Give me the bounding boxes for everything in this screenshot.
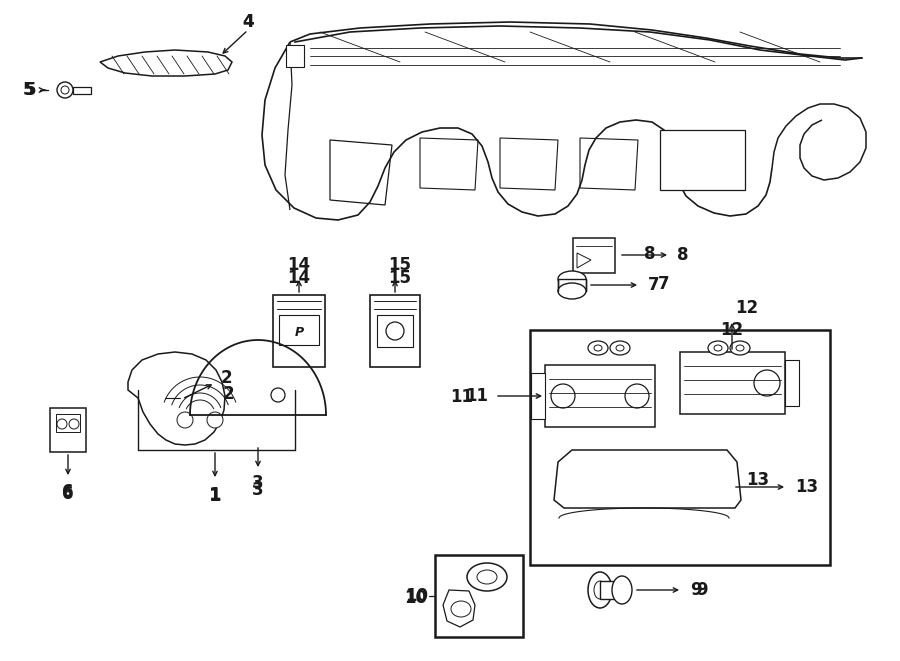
Text: 8: 8 (677, 246, 688, 264)
Text: 14: 14 (287, 269, 310, 287)
Text: 12: 12 (720, 321, 743, 339)
Text: 3: 3 (252, 481, 264, 499)
Ellipse shape (736, 345, 744, 351)
Text: 4: 4 (242, 13, 254, 31)
Bar (377, 315, 413, 347)
Bar (50, 408, 86, 452)
Ellipse shape (451, 601, 471, 617)
Ellipse shape (616, 345, 624, 351)
Bar (785, 360, 799, 406)
Ellipse shape (730, 341, 750, 355)
Bar (286, 45, 304, 67)
Bar (600, 581, 622, 599)
Text: 12: 12 (735, 299, 759, 317)
Text: 5: 5 (22, 81, 34, 99)
Circle shape (207, 412, 223, 428)
Text: 9: 9 (697, 581, 707, 599)
Circle shape (386, 322, 404, 340)
Ellipse shape (477, 570, 497, 584)
Bar (680, 352, 785, 414)
Bar (660, 130, 745, 190)
Bar (186, 394, 202, 402)
Bar (558, 279, 586, 291)
Text: 7: 7 (658, 275, 670, 293)
Ellipse shape (588, 572, 612, 608)
Text: P: P (294, 327, 303, 340)
Ellipse shape (714, 345, 722, 351)
Bar (435, 555, 523, 637)
Circle shape (69, 419, 79, 429)
Bar (370, 295, 420, 367)
Text: 1: 1 (209, 486, 221, 504)
Polygon shape (128, 352, 225, 445)
Bar (73, 87, 91, 94)
Bar (545, 365, 655, 427)
Circle shape (271, 388, 285, 402)
Polygon shape (554, 450, 741, 508)
Polygon shape (100, 50, 232, 76)
Circle shape (177, 412, 193, 428)
Ellipse shape (558, 271, 586, 287)
Ellipse shape (610, 341, 630, 355)
Bar (273, 295, 325, 367)
Ellipse shape (588, 341, 608, 355)
Polygon shape (443, 590, 475, 627)
Text: 8: 8 (644, 245, 656, 263)
Ellipse shape (612, 576, 632, 604)
Text: 10: 10 (404, 589, 428, 607)
Text: 6: 6 (62, 485, 74, 503)
Circle shape (551, 384, 575, 408)
Ellipse shape (467, 563, 507, 591)
Circle shape (754, 370, 780, 396)
Circle shape (57, 419, 67, 429)
Ellipse shape (594, 345, 602, 351)
Ellipse shape (594, 581, 606, 599)
Text: 3: 3 (252, 474, 264, 492)
Text: 1: 1 (209, 487, 221, 505)
Text: 15: 15 (389, 256, 411, 274)
Bar (56, 414, 80, 432)
Circle shape (57, 82, 73, 98)
Text: 4: 4 (242, 13, 254, 31)
Text: 2: 2 (220, 369, 232, 387)
Ellipse shape (558, 283, 586, 299)
Text: 2: 2 (222, 385, 234, 403)
Text: 11: 11 (465, 387, 489, 405)
Ellipse shape (171, 392, 189, 404)
Text: 5: 5 (24, 81, 36, 99)
Circle shape (61, 86, 69, 94)
Bar (573, 238, 615, 273)
Text: 7: 7 (648, 276, 660, 294)
Text: 11: 11 (451, 388, 473, 406)
Bar (279, 315, 319, 345)
Text: 13: 13 (796, 478, 819, 496)
Text: 10: 10 (406, 587, 428, 605)
Ellipse shape (708, 341, 728, 355)
Text: 9: 9 (690, 581, 702, 599)
Circle shape (625, 384, 649, 408)
Text: 15: 15 (389, 269, 411, 287)
Bar (530, 330, 830, 565)
Text: 14: 14 (287, 256, 310, 274)
Text: 13: 13 (746, 471, 769, 489)
Text: 6: 6 (62, 483, 74, 501)
Bar (531, 373, 545, 419)
